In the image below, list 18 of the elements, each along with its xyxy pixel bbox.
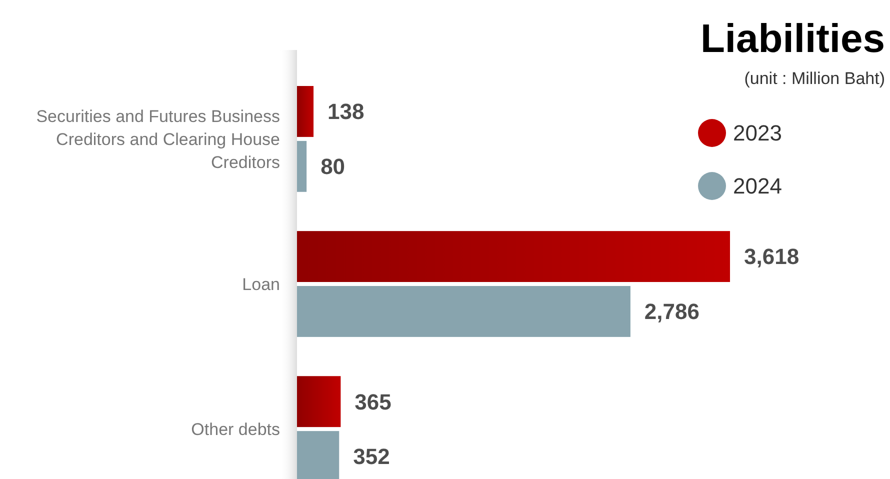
bar <box>297 231 730 282</box>
data-label: 80 <box>320 154 346 180</box>
data-label: 138 <box>328 99 364 124</box>
legend-label: 2024 <box>733 174 782 199</box>
bar <box>297 86 314 137</box>
y-tick-label: Loan <box>242 274 280 294</box>
data-label: 3,618 <box>744 244 800 270</box>
chart-title: Liabilities <box>700 17 885 61</box>
y-tick-label: Other debts <box>191 420 280 440</box>
bar <box>297 376 341 428</box>
text: (unit : Million Baht) <box>744 69 885 88</box>
y-tick-label: Securities and Futures Business Creditors and Clearing House Creditors <box>36 106 280 172</box>
bar <box>297 286 630 337</box>
bar <box>297 140 307 192</box>
data-label: 365 <box>354 389 392 414</box>
legend-label: 2023 <box>733 120 782 146</box>
data-label: 2,786 <box>644 299 700 324</box>
data-label: 352 <box>353 444 390 470</box>
